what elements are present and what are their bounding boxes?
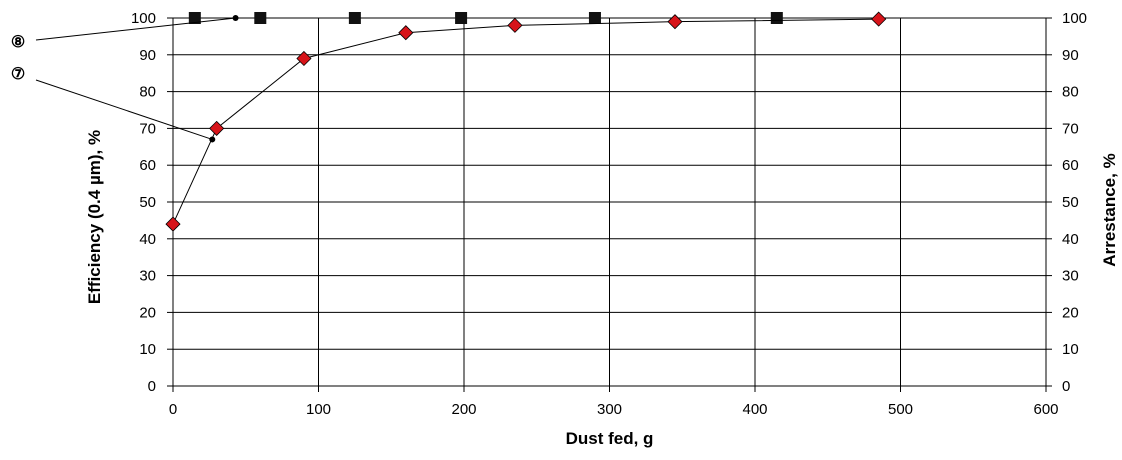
y2-tick-label: 70 — [1062, 120, 1079, 137]
arrestance-point — [254, 12, 267, 24]
x-axis-title: Dust fed, g — [566, 429, 654, 448]
y2-tick-label: 90 — [1062, 47, 1079, 64]
efficiency-point — [507, 17, 523, 33]
axes-layer: 0 10 20 30 40 50 60 70 80 90 100 0 10 20 30 40 50 60 70 80 9… — [131, 10, 1087, 418]
efficiency-point — [871, 11, 887, 27]
x-tick-label: 0 — [169, 401, 177, 418]
y-tick-label: 10 — [139, 341, 156, 358]
efficiency-point — [165, 216, 181, 232]
callout-leader-line — [35, 17, 236, 41]
x-tick-label: 100 — [306, 401, 331, 418]
y-tick-label: 90 — [139, 47, 156, 64]
callout-label: ⑧ — [11, 34, 25, 51]
x-tick-label: 200 — [451, 401, 476, 418]
y2-tick-label: 100 — [1062, 10, 1087, 27]
y-tick-label: 70 — [139, 120, 156, 137]
series-layer — [165, 11, 887, 232]
x-tick-label: 500 — [888, 401, 913, 418]
efficiency-point — [296, 50, 312, 67]
y2-tick-label: 60 — [1062, 157, 1079, 174]
y2-tick-label: 50 — [1062, 194, 1079, 211]
efficiency-point — [209, 120, 225, 136]
y-tick-label: 50 — [139, 194, 156, 211]
y-axis-title: Efficiency (0.4 µm), % — [85, 130, 104, 304]
y-tick-label: 80 — [139, 84, 156, 101]
x-tick-label: 400 — [742, 401, 767, 418]
efficiency-series-line — [172, 18, 879, 225]
arrestance-point — [455, 12, 468, 24]
efficiency-point — [398, 25, 414, 41]
y2-tick-label: 20 — [1062, 304, 1079, 321]
y2-tick-label: 30 — [1062, 268, 1079, 285]
x-tick-label: 600 — [1033, 401, 1058, 418]
arrestance-point — [348, 12, 361, 24]
callout-leader-line — [35, 79, 213, 140]
y2-tick-label: 0 — [1062, 378, 1070, 395]
y-tick-label: 100 — [131, 10, 156, 27]
y2-axis-title: Arrestance, % — [1100, 153, 1119, 266]
callout-label: ⑦ — [11, 66, 25, 83]
arrestance-point — [588, 12, 601, 24]
arrestance-point — [770, 12, 783, 24]
y-tick-label: 20 — [139, 304, 156, 321]
x-tick-label: 300 — [597, 401, 622, 418]
y2-tick-label: 80 — [1062, 84, 1079, 101]
y2-tick-label: 10 — [1062, 341, 1079, 358]
y-tick-label: 60 — [139, 157, 156, 174]
y-tick-label: 40 — [139, 231, 156, 248]
grid-layer — [173, 17, 1047, 386]
y-tick-label: 0 — [148, 378, 156, 395]
callout-anchor-dot — [232, 15, 239, 21]
y-tick-label: 30 — [139, 268, 156, 285]
callout-anchor-dot — [209, 136, 216, 143]
annotation-layer: ⑧⑦ — [11, 15, 239, 143]
efficiency-point — [667, 14, 683, 30]
y2-tick-label: 40 — [1062, 231, 1079, 248]
arrestance-point — [188, 12, 201, 24]
